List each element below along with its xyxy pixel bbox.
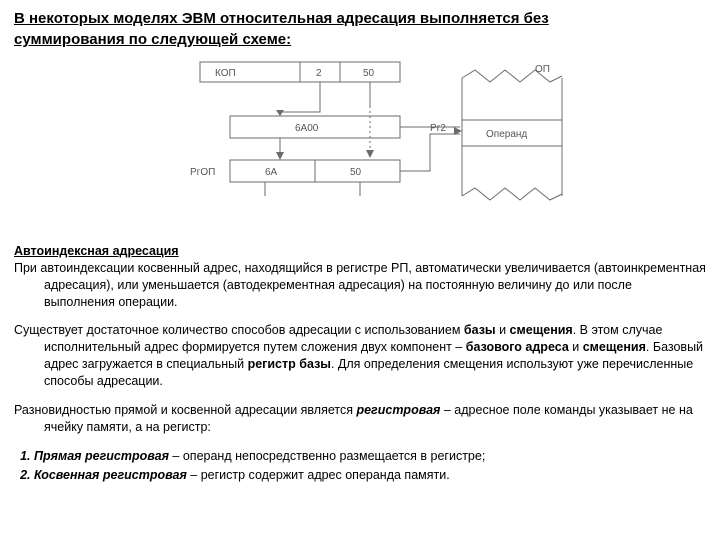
paragraph-autoindex: При автоиндексации косвенный адрес, нахо… xyxy=(14,260,706,311)
term-offset-2: смещения xyxy=(583,340,646,354)
kop-label-text: КОП xyxy=(215,68,236,79)
term-register: регистровая xyxy=(356,403,440,417)
rgop-b-text: 50 xyxy=(350,167,362,178)
list-item: Косвенная регистровая – регистр содержит… xyxy=(34,467,706,484)
list-item: Прямая регистровая – операнд непосредств… xyxy=(34,448,706,465)
title-line-1: В некоторых моделях ЭВМ относительная ад… xyxy=(14,10,549,27)
list-item-rest: – операнд непосредственно размещается в … xyxy=(169,449,485,463)
paragraph-register-addressing: Разновидностью прямой и косвенной адреса… xyxy=(14,402,706,436)
text-fragment: и xyxy=(496,323,510,337)
mid-box-text: 6A00 xyxy=(295,123,319,134)
text-fragment: и xyxy=(569,340,583,354)
term-base-register: регистр базы xyxy=(248,357,331,371)
list-item-rest: – регистр содержит адрес операнда памяти… xyxy=(187,468,450,482)
op-label-text: ОП xyxy=(535,64,550,75)
diagram-container: КОП 2 50 6A00 Рг2 РгОП 6A 50 ОП xyxy=(14,56,706,231)
title-line-2: суммирования по следующей схеме: xyxy=(14,31,291,48)
text-fragment: Разновидностью прямой и косвенной адреса… xyxy=(14,403,356,417)
rgop-a-text: 6A xyxy=(265,167,278,178)
list-item-lead: Прямая регистровая xyxy=(34,449,169,463)
term-base-address: базового адреса xyxy=(466,340,569,354)
rg2-label-text: Рг2 xyxy=(430,123,446,134)
register-types-list: Прямая регистровая – операнд непосредств… xyxy=(14,448,706,484)
term-base: базы xyxy=(464,323,496,337)
term-offset: смещения xyxy=(510,323,573,337)
paragraph-base-offset: Существует достаточное количество способ… xyxy=(14,322,706,390)
operand-text: Операнд xyxy=(486,129,527,140)
page-title: В некоторых моделях ЭВМ относительная ад… xyxy=(14,8,706,50)
kop-val-text: 50 xyxy=(363,68,375,79)
rgop-label-text: РгОП xyxy=(190,167,215,178)
text-fragment: Существует достаточное количество способ… xyxy=(14,323,464,337)
list-item-lead: Косвенная регистровая xyxy=(34,468,187,482)
section-heading-autoindex: Автоиндексная адресация xyxy=(14,243,706,260)
kop-num-text: 2 xyxy=(316,68,322,79)
addressing-diagram: КОП 2 50 6A00 Рг2 РгОП 6A 50 ОП xyxy=(130,56,590,226)
